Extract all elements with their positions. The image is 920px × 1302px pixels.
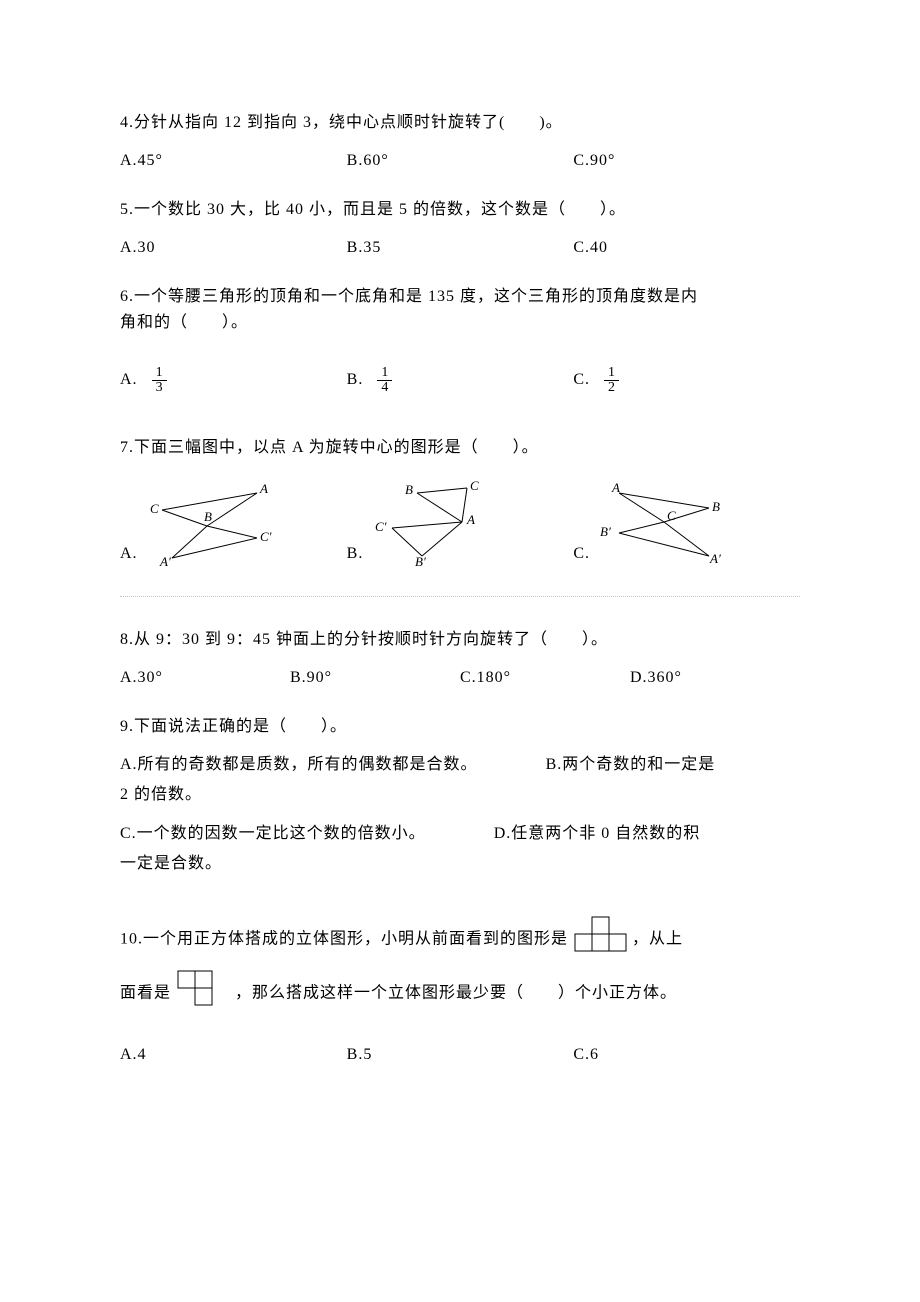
svg-text:A: A xyxy=(611,480,620,495)
q4-opt-a: A.45° xyxy=(120,148,347,174)
q9-row2: C.一个数的因数一定比这个数的倍数小。 D.任意两个非 0 自然数的积 xyxy=(120,821,800,847)
q10-opt-a: A.4 xyxy=(120,1042,347,1068)
q5-opt-b: B.35 xyxy=(347,235,574,261)
q9-text: 9.下面说法正确的是（ ）。 xyxy=(120,714,800,740)
q6-opt-a-label: A. xyxy=(120,367,138,393)
question-9: 9.下面说法正确的是（ ）。 A.所有的奇数都是质数，所有的偶数都是合数。 B.… xyxy=(120,714,800,876)
q5-text: 5.一个数比 30 大，比 40 小，而且是 5 的倍数，这个数是（ ）。 xyxy=(120,197,800,223)
svg-text:B: B xyxy=(204,509,212,524)
svg-text:A: A xyxy=(466,512,475,527)
q10-line2-post: ，那么搭成这样一个立体图形最少要（ ）个小正方体。 xyxy=(235,985,677,1002)
q5-options: A.30 B.35 C.40 xyxy=(120,235,800,261)
q6-opt-b-label: B. xyxy=(347,367,364,393)
q10-line2: 面看是 ，那么搭成这样一个立体图形最少要（ ）个小正方体。 xyxy=(120,970,800,1018)
question-10: 10.一个用正方体搭成的立体图形，小明从前面看到的图形是 ，从上 面看是 xyxy=(120,916,800,1068)
q7-figure-a: A C B C′ A′ xyxy=(142,478,272,566)
q9-opt-d-pre: D.任意两个非 0 自然数的积 xyxy=(494,825,701,842)
q10-opt-c: C.6 xyxy=(573,1042,800,1068)
q10-pre: 10.一个用正方体搭成的立体图形，小明从前面看到的图形是 xyxy=(120,931,568,948)
svg-text:A: A xyxy=(259,481,268,496)
q8-text: 8.从 9：30 到 9：45 钟面上的分针按顺时针方向旋转了（ ）。 xyxy=(120,627,800,653)
q9-opt-d-line2: 一定是合数。 xyxy=(120,851,800,877)
svg-text:B: B xyxy=(405,482,413,497)
svg-text:A′: A′ xyxy=(709,551,721,566)
q7-text: 7.下面三幅图中，以点 A 为旋转中心的图形是（ ）。 xyxy=(120,435,800,461)
q6-opt-c: C. 12 xyxy=(573,366,800,395)
q7-opt-b-label: B. xyxy=(347,541,364,567)
q10-front-view-icon xyxy=(573,916,627,964)
svg-text:C: C xyxy=(150,501,159,516)
q6-opt-a: A. 13 xyxy=(120,366,347,395)
q9-opt-a: A.所有的奇数都是质数，所有的偶数都是合数。 xyxy=(120,756,478,773)
q7-opt-c-label: C. xyxy=(573,541,590,567)
q10-mid: ，从上 xyxy=(632,931,683,948)
question-8: 8.从 9：30 到 9：45 钟面上的分针按顺时针方向旋转了（ ）。 A.30… xyxy=(120,627,800,690)
svg-text:A′: A′ xyxy=(159,554,171,566)
section-divider xyxy=(120,596,800,597)
q9-opt-c: C.一个数的因数一定比这个数的倍数小。 xyxy=(120,825,426,842)
question-4: 4.分针从指向 12 到指向 3，绕中心点顺时针旋转了( )。 A.45° B.… xyxy=(120,110,800,173)
svg-text:C′: C′ xyxy=(260,529,272,544)
q7-opt-a: A. A C B C′ A′ xyxy=(120,478,347,566)
q7-opt-b: B. A B C C′ B′ xyxy=(347,478,574,566)
q6-opt-b: B. 14 xyxy=(347,366,574,395)
q10-opt-b: B.5 xyxy=(347,1042,574,1068)
svg-text:C: C xyxy=(667,508,676,523)
svg-text:B′: B′ xyxy=(415,554,426,566)
svg-text:B: B xyxy=(712,499,720,514)
q7-opt-c: C. A B C B′ A′ xyxy=(573,478,800,566)
q10-line2-pre: 面看是 xyxy=(120,985,171,1002)
q5-opt-a: A.30 xyxy=(120,235,347,261)
q10-line1: 10.一个用正方体搭成的立体图形，小明从前面看到的图形是 ，从上 xyxy=(120,916,800,964)
q8-opt-a: A.30° xyxy=(120,665,290,691)
q6-line2: 角和的（ ）。 xyxy=(120,310,800,336)
question-5: 5.一个数比 30 大，比 40 小，而且是 5 的倍数，这个数是（ ）。 A.… xyxy=(120,197,800,260)
q9-opt-b-pre: B.两个奇数的和一定是 xyxy=(546,756,716,773)
question-7: 7.下面三幅图中，以点 A 为旋转中心的图形是（ ）。 A. A xyxy=(120,435,800,567)
q6-opt-a-fraction: 13 xyxy=(152,366,167,395)
svg-text:B′: B′ xyxy=(600,524,611,539)
exam-page: 4.分针从指向 12 到指向 3，绕中心点顺时针旋转了( )。 A.45° B.… xyxy=(0,0,920,1152)
q4-opt-c: C.90° xyxy=(573,148,800,174)
q10-top-view-icon xyxy=(176,970,230,1018)
svg-text:C′: C′ xyxy=(375,519,387,534)
q8-opt-d: D.360° xyxy=(630,665,800,691)
q7-options: A. A C B C′ A′ xyxy=(120,478,800,566)
q6-options: A. 13 B. 14 C. 12 xyxy=(120,366,800,395)
q6-opt-c-label: C. xyxy=(573,367,590,393)
q9-opt-b-line2: 2 的倍数。 xyxy=(120,782,800,808)
q7-figure-b: A B C C′ B′ xyxy=(367,478,497,566)
q7-opt-a-label: A. xyxy=(120,541,138,567)
q6-line1: 6.一个等腰三角形的顶角和一个底角和是 135 度，这个三角形的顶角度数是内 xyxy=(120,284,800,310)
q4-opt-b: B.60° xyxy=(347,148,574,174)
q6-opt-b-fraction: 14 xyxy=(377,366,392,395)
q7-figure-c: A B C B′ A′ xyxy=(594,478,724,566)
svg-text:C: C xyxy=(470,478,479,493)
q8-opt-b: B.90° xyxy=(290,665,460,691)
q5-opt-c: C.40 xyxy=(573,235,800,261)
question-6: 6.一个等腰三角形的顶角和一个底角和是 135 度，这个三角形的顶角度数是内 角… xyxy=(120,284,800,394)
q9-row1: A.所有的奇数都是质数，所有的偶数都是合数。 B.两个奇数的和一定是 xyxy=(120,752,800,778)
q4-options: A.45° B.60° C.90° xyxy=(120,148,800,174)
q4-text: 4.分针从指向 12 到指向 3，绕中心点顺时针旋转了( )。 xyxy=(120,110,800,136)
q8-opt-c: C.180° xyxy=(460,665,630,691)
q8-options: A.30° B.90° C.180° D.360° xyxy=(120,665,800,691)
q6-opt-c-fraction: 12 xyxy=(604,366,619,395)
q10-options: A.4 B.5 C.6 xyxy=(120,1042,800,1068)
